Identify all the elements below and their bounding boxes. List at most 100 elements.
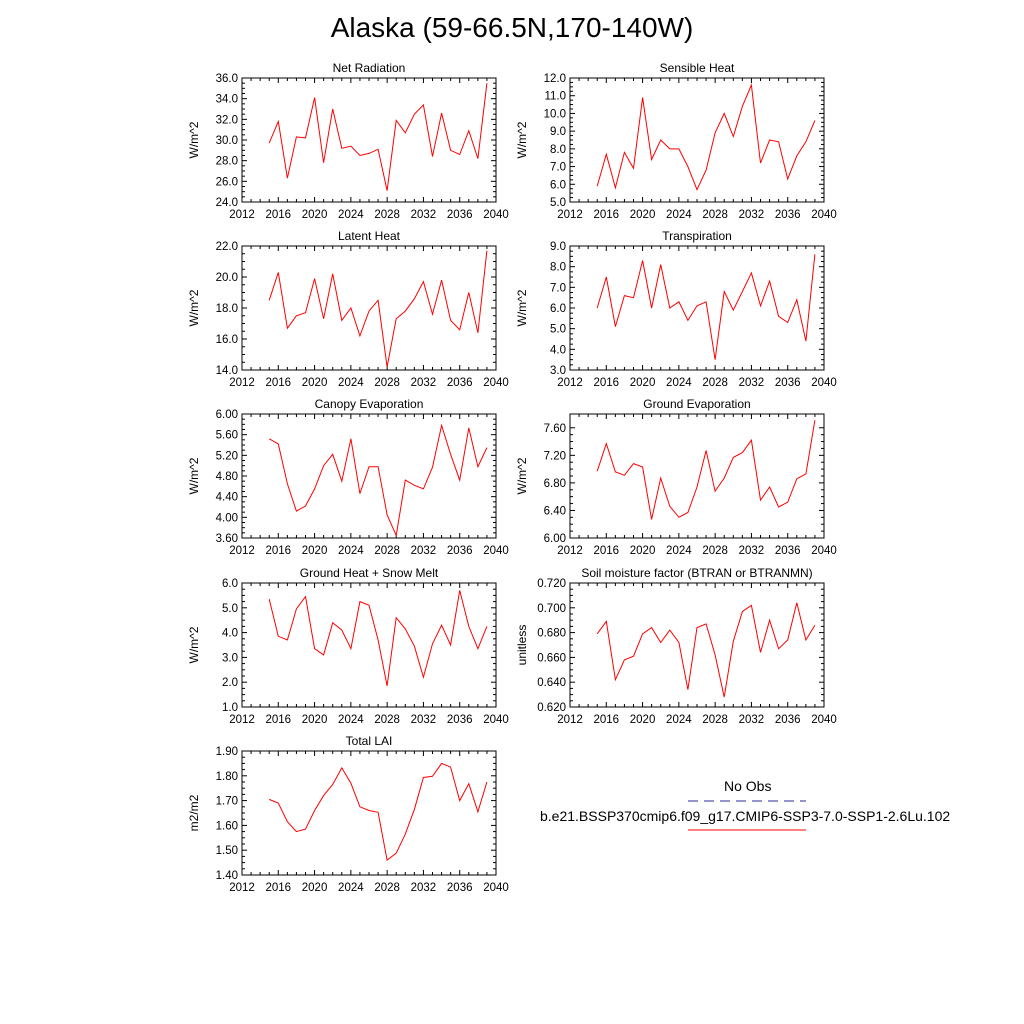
x-tick-label: 2040 [811, 377, 837, 389]
y-tick-label: 1.90 [216, 746, 238, 758]
x-tick-label: 2036 [775, 377, 801, 389]
y-tick-label: 32.0 [216, 114, 238, 126]
x-tick-label: 2012 [557, 377, 583, 389]
y-tick-label: 3.60 [216, 533, 238, 545]
panel-title: Sensible Heat [660, 61, 735, 75]
x-tick-label: 2024 [338, 882, 364, 894]
y-tick-label: 28.0 [216, 156, 238, 168]
plot-frame [569, 582, 825, 708]
series-line [596, 602, 816, 698]
y-tick-label: 4.40 [216, 492, 238, 504]
x-tick-label: 2016 [593, 377, 619, 389]
x-tick-label: 2028 [374, 377, 400, 389]
plot-frame [569, 245, 825, 371]
y-tick-label: 4.0 [222, 628, 238, 640]
y-tick-label: 4.0 [550, 344, 566, 356]
panel-5: Canopy Evaporation W/m^2 2012 2016 2020 2024 2… [187, 397, 509, 557]
x-tick-label: 2012 [229, 377, 255, 389]
y-tick-label: 1.50 [216, 845, 238, 857]
x-tick-label: 2020 [302, 714, 328, 726]
y-tick-label: 6.00 [544, 533, 566, 545]
series-line [268, 423, 488, 538]
panel-title: Ground Evaporation [643, 397, 750, 411]
legend-label-model: b.e21.BSSP370cmip6.f09_g17.CMIP6-SSP3-7.… [540, 808, 951, 824]
x-tick-label: 2012 [229, 882, 255, 894]
x-tick-label: 2036 [775, 209, 801, 221]
x-tick-label: 2016 [265, 209, 291, 221]
x-tick-label: 2024 [338, 209, 364, 221]
x-tick-label: 2032 [739, 714, 765, 726]
y-tick-label: 10.0 [544, 108, 566, 120]
y-tick-label: 5.20 [216, 450, 238, 462]
x-tick-label: 2040 [811, 209, 837, 221]
x-tick-label: 2012 [229, 714, 255, 726]
x-tick-label: 2032 [411, 377, 437, 389]
y-tick-label: 3.0 [222, 652, 238, 664]
x-tick-label: 2028 [374, 714, 400, 726]
panel-2: Sensible Heat W/m^2 2012 2016 2020 2024 2028 20… [515, 61, 837, 221]
y-tick-label: 0.680 [537, 628, 566, 640]
panel-4: Transpiration W/m^2 2012 2016 2020 2024 2028 20… [515, 229, 837, 389]
x-tick-label: 2016 [265, 545, 291, 557]
x-tick-label: 2040 [811, 714, 837, 726]
x-tick-label: 2012 [557, 209, 583, 221]
x-tick-label: 2020 [302, 377, 328, 389]
x-tick-label: 2012 [229, 209, 255, 221]
y-tick-label: 0.720 [537, 578, 566, 590]
y-tick-label: 6.0 [222, 578, 238, 590]
y-tick-label: 6.00 [216, 409, 238, 421]
y-axis-label: unitless [515, 625, 529, 666]
panel-7: Ground Heat + Snow Melt W/m^2 2012 2016 2020… [187, 566, 509, 726]
panel-title: Ground Heat + Snow Melt [300, 566, 439, 580]
panel-9: Total LAI m2/m2 2012 2016 2020 2024 2028 2032 20… [187, 734, 509, 894]
y-axis-label: W/m^2 [515, 457, 529, 494]
y-axis-label: W/m^2 [187, 457, 201, 494]
y-tick-label: 9.0 [550, 241, 566, 253]
x-tick-label: 2024 [666, 377, 692, 389]
y-tick-label: 9.0 [550, 126, 566, 138]
y-tick-label: 6.0 [550, 303, 566, 315]
figure-title: Alaska (59-66.5N,170-140W) [330, 12, 694, 43]
x-tick-label: 2032 [739, 209, 765, 221]
panel-6: Ground Evaporation W/m^2 2012 2016 2020 2024 2… [515, 397, 837, 557]
x-tick-label: 2036 [775, 714, 801, 726]
x-tick-label: 2036 [447, 377, 473, 389]
x-tick-label: 2032 [411, 545, 437, 557]
y-tick-label: 0.640 [537, 677, 566, 689]
panel-title: Transpiration [662, 229, 732, 243]
y-tick-label: 0.620 [537, 702, 566, 714]
y-tick-label: 18.0 [216, 303, 238, 315]
y-tick-label: 20.0 [216, 272, 238, 284]
y-tick-label: 6.80 [544, 478, 566, 490]
y-tick-label: 30.0 [216, 135, 238, 147]
x-tick-label: 2040 [811, 545, 837, 557]
x-tick-label: 2016 [265, 377, 291, 389]
y-tick-label: 1.60 [216, 820, 238, 832]
x-tick-label: 2012 [557, 714, 583, 726]
x-tick-label: 2032 [411, 209, 437, 221]
x-tick-label: 2012 [229, 545, 255, 557]
y-tick-label: 26.0 [216, 176, 238, 188]
panel-8: Soil moisture factor (BTRAN or BTRANMN) u… [515, 566, 837, 726]
y-tick-label: 7.20 [544, 450, 566, 462]
x-tick-label: 2036 [775, 545, 801, 557]
y-tick-label: 24.0 [216, 197, 238, 209]
x-tick-label: 2028 [702, 714, 728, 726]
panel-title: Soil moisture factor (BTRAN or BTRANMN) [581, 566, 812, 580]
series-line [268, 590, 488, 686]
panel-1: Net Radiation W/m^2 2012 2016 2020 2024 2028 20… [187, 61, 509, 221]
y-tick-label: 1.40 [216, 870, 238, 882]
panel-title: Net Radiation [333, 61, 406, 75]
y-axis-label: W/m^2 [515, 289, 529, 326]
y-axis-label: m2/m2 [187, 794, 201, 831]
x-tick-label: 2032 [739, 545, 765, 557]
x-tick-label: 2016 [593, 209, 619, 221]
y-tick-label: 4.80 [216, 471, 238, 483]
y-tick-label: 7.60 [544, 423, 566, 435]
y-axis-label: W/m^2 [187, 289, 201, 326]
x-tick-label: 2024 [338, 545, 364, 557]
x-tick-label: 2028 [702, 377, 728, 389]
y-axis-label: W/m^2 [187, 626, 201, 663]
x-tick-label: 2012 [557, 545, 583, 557]
y-axis-label: W/m^2 [515, 121, 529, 158]
